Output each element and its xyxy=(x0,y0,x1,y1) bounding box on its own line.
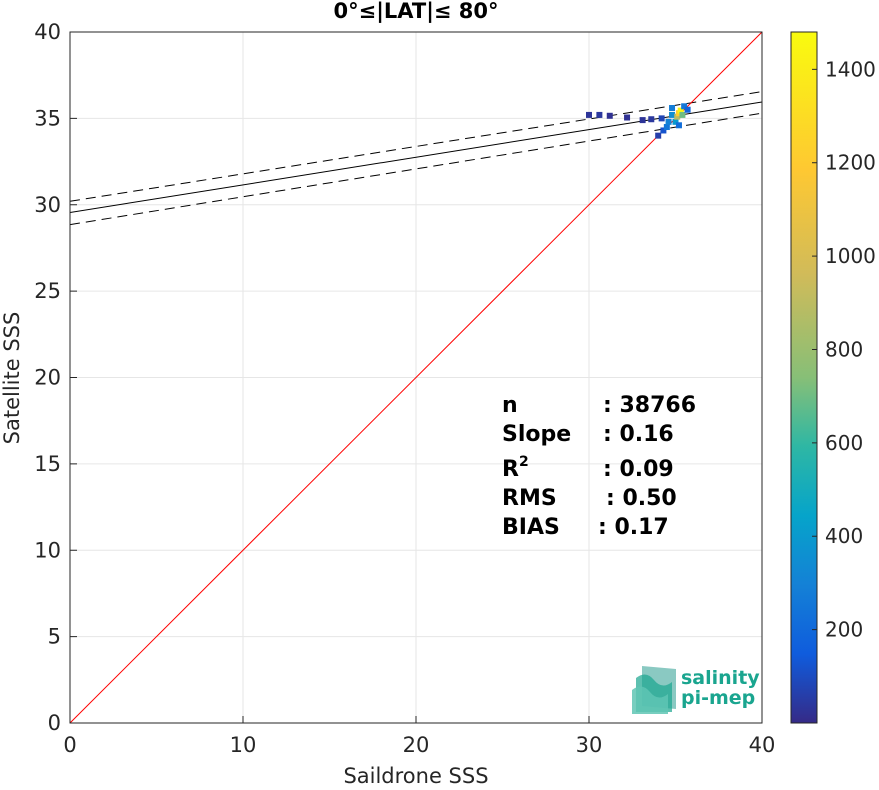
density-point-19 xyxy=(684,106,691,113)
colorbar-tick-label-0: 200 xyxy=(825,618,863,642)
reference-lines xyxy=(70,32,762,723)
stat-r2-value: : 0.09 xyxy=(603,457,674,482)
stat-bias-label: BIAS xyxy=(502,515,560,540)
stat-bias-value: : 0.17 xyxy=(598,515,669,540)
density-point-17 xyxy=(679,111,686,118)
chart-title: 0°≤|LAT|≤ 80° xyxy=(333,0,498,24)
colorbar xyxy=(790,31,818,724)
density-point-12 xyxy=(669,105,676,112)
colorbar-tick-label-6: 1400 xyxy=(825,57,876,81)
density-point-3 xyxy=(624,114,631,121)
logo-waves-icon xyxy=(632,666,676,714)
colorbar-tick-label-3: 800 xyxy=(825,337,863,361)
y-tick-label-8: 40 xyxy=(34,20,61,44)
y-tick-label-6: 30 xyxy=(34,193,61,217)
density-point-18 xyxy=(681,103,688,110)
y-tick-label-5: 25 xyxy=(34,279,61,303)
stat-slope-value: : 0.16 xyxy=(603,422,674,447)
y-tick-label-1: 5 xyxy=(48,625,61,649)
density-point-5 xyxy=(648,116,655,123)
density-point-20 xyxy=(675,122,682,129)
y-axis-label: Satellite SSS xyxy=(0,312,24,445)
stats-box: n : 38766 Slope : 0.16 R2 : 0.09 RMS : 0… xyxy=(502,393,696,540)
fit-bound-upper-line xyxy=(70,91,762,202)
density-point-2 xyxy=(606,112,613,119)
stat-rms-label: RMS xyxy=(502,486,557,511)
density-point-10 xyxy=(665,118,672,125)
density-point-9 xyxy=(663,124,670,131)
density-points xyxy=(586,103,691,139)
one-to-one-line xyxy=(70,32,762,723)
y-tick-label-0: 0 xyxy=(48,711,61,735)
density-point-0 xyxy=(586,111,592,118)
logo-line2: pi-mep xyxy=(681,687,755,709)
fit-bound-lower-line xyxy=(70,112,762,226)
colorbar-ticks: 200 400 600 800 1000 1200 1400 xyxy=(812,57,876,642)
colorbar-tick-label-5: 1200 xyxy=(825,151,876,175)
y-tick-label-3: 15 xyxy=(34,452,61,476)
x-tick-label-3: 30 xyxy=(576,733,603,757)
stat-slope-label: Slope xyxy=(502,422,571,447)
fit-line xyxy=(70,101,762,214)
x-tick-label-4: 40 xyxy=(749,733,776,757)
stat-r2-base: R xyxy=(502,457,519,482)
density-point-13 xyxy=(672,118,679,125)
colorbar-tick-label-1: 400 xyxy=(825,524,863,548)
density-point-6 xyxy=(658,115,665,122)
y-tick-label-7: 35 xyxy=(34,106,61,130)
colorbar-tick-label-4: 1000 xyxy=(825,244,876,268)
stat-n-label: n xyxy=(502,393,518,418)
density-point-14 xyxy=(674,113,681,120)
stat-n-value: : 38766 xyxy=(603,393,696,418)
y-tick-label-4: 20 xyxy=(34,366,61,390)
x-tick-label-2: 20 xyxy=(403,733,430,757)
salinity-pimep-logo: salinity pi-mep xyxy=(632,666,760,714)
density-point-8 xyxy=(660,127,667,134)
x-axis: 0 10 20 30 40 xyxy=(63,716,775,757)
x-tick-label-0: 0 xyxy=(63,733,76,757)
x-tick-label-1: 10 xyxy=(230,733,257,757)
colorbar-tick-label-2: 600 xyxy=(825,431,863,455)
density-point-4 xyxy=(639,117,646,124)
stat-rms-value: : 0.50 xyxy=(606,486,677,511)
y-axis: 0 5 10 15 20 25 30 35 40 xyxy=(34,20,77,735)
density-point-11 xyxy=(669,111,676,118)
density-point-16 xyxy=(677,107,684,114)
logo-line1: salinity xyxy=(681,667,760,689)
stat-r2-sup: 2 xyxy=(519,454,529,470)
y-tick-label-2: 10 xyxy=(34,538,61,562)
x-axis-label: Saildrone SSS xyxy=(343,764,488,786)
stat-r2-label: R2 xyxy=(502,454,529,482)
density-point-7 xyxy=(655,132,662,139)
density-point-1 xyxy=(596,111,603,118)
